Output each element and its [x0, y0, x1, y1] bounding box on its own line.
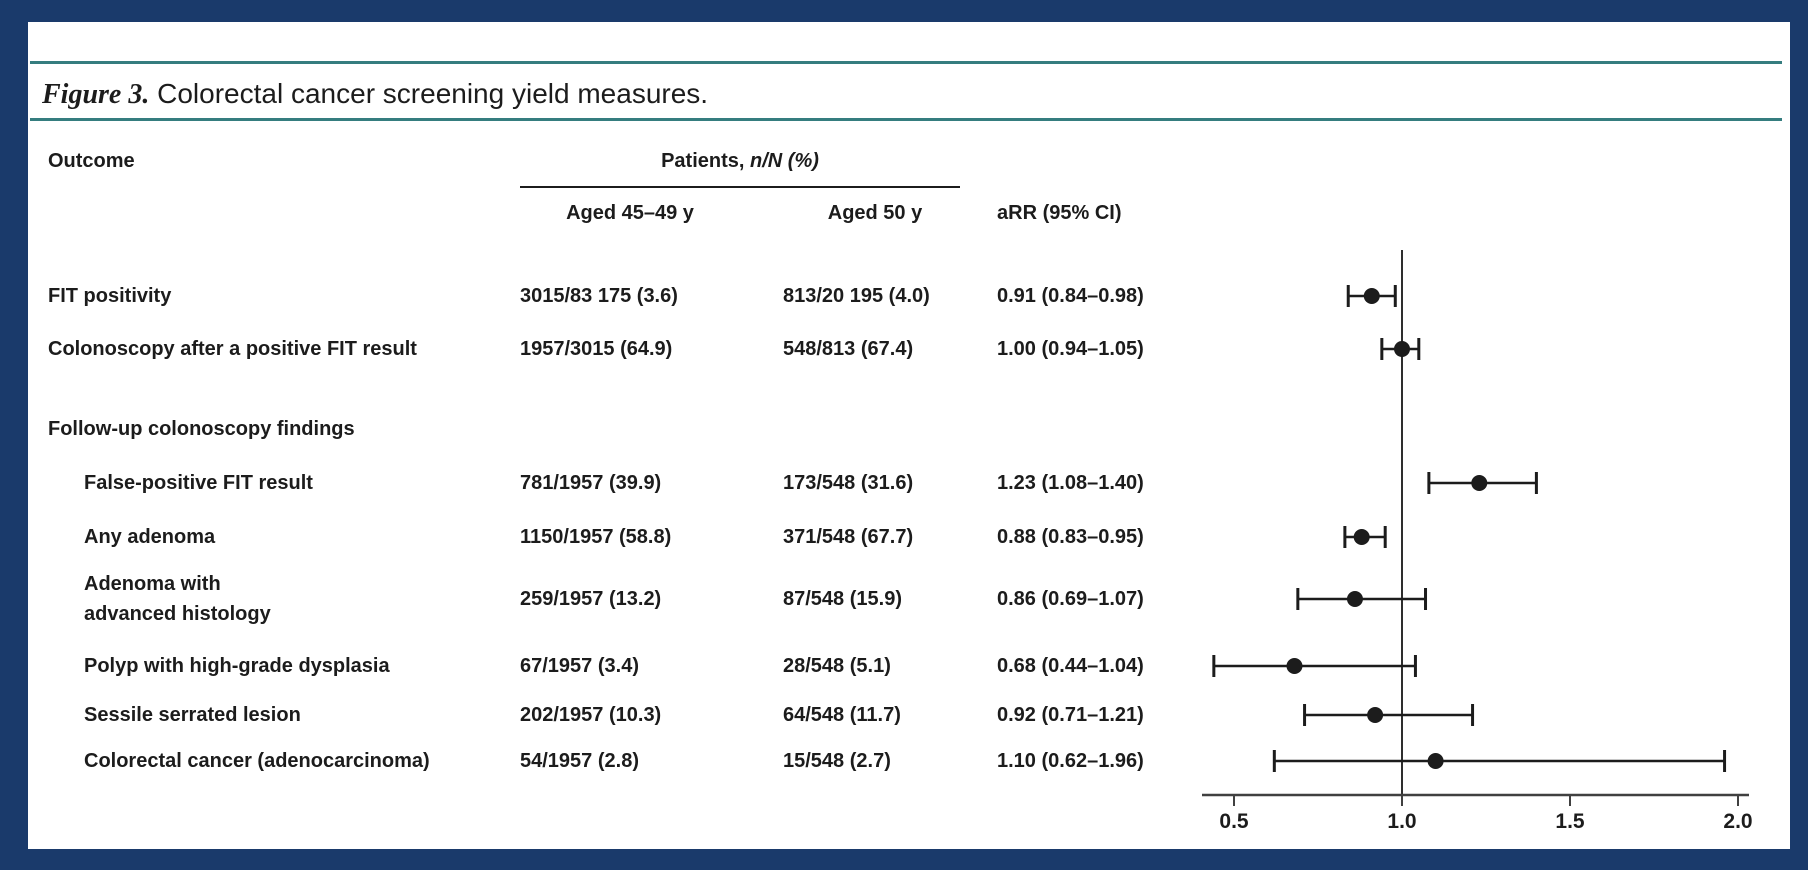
arr-ci-value: 0.88 (0.83–0.95) [997, 526, 1144, 548]
outcome-label: Adenoma with advanced histology [84, 573, 271, 625]
point-estimate-marker [1394, 341, 1410, 357]
aged-45-49-value: 781/1957 (39.9) [520, 472, 662, 494]
table-row: Any adenoma 1150/1957 (58.8) 371/548 (67.7… [0, 522, 1808, 552]
x-axis-tick-label: 1.5 [1555, 810, 1585, 833]
patients-header-rule [520, 186, 960, 188]
arr-ci-value: 0.68 (0.44–1.04) [997, 655, 1144, 677]
table-row: Sessile serrated lesion 202/1957 (10.3) 64… [0, 700, 1808, 730]
x-axis-tick-label: 1.0 [1387, 810, 1416, 833]
outcome-label: Colonoscopy after a positive FIT result [48, 338, 417, 360]
aged-45-49-value: 54/1957 (2.8) [520, 750, 639, 772]
outcome-label: Colorectal cancer (adenocarcinoma) [84, 750, 430, 772]
aged-45-49-value: 1150/1957 (58.8) [520, 526, 672, 548]
aged-50-value: 548/813 (67.4) [783, 338, 914, 360]
aged-45-49-column-header: Aged 45–49 y [566, 202, 694, 224]
point-estimate-marker [1363, 288, 1380, 304]
x-axis-tick-label: 0.5 [1219, 810, 1249, 833]
outcome-label: False-positive FIT result [84, 472, 313, 494]
outcome-label: Any adenoma [84, 526, 216, 548]
aged-50-value: 173/548 (31.6) [783, 472, 914, 494]
aged-50-value: 87/548 (15.9) [783, 588, 902, 610]
top-teal-rule [30, 61, 1782, 64]
figure-title: Figure 3. Colorectal cancer screening yi… [42, 78, 708, 111]
arr-ci-value: 0.91 (0.84–0.98) [997, 285, 1144, 307]
table-row: Polyp with high-grade dysplasia 67/1957 (… [0, 651, 1808, 681]
table-row: Colorectal cancer (adenocarcinoma) 54/195… [0, 746, 1808, 776]
arr-ci-value: 1.00 (0.94–1.05) [997, 338, 1144, 360]
arr-column-header: aRR (95% CI) [997, 202, 1122, 224]
figure-title-text: Colorectal cancer screening yield measur… [157, 78, 709, 109]
table-row: Adenoma with advanced histology 259/1957 … [0, 573, 1808, 625]
point-estimate-marker [1346, 591, 1363, 607]
aged-45-49-value: 67/1957 (3.4) [520, 655, 639, 677]
aged-45-49-value: 259/1957 (13.2) [520, 588, 662, 610]
table-row: Colonoscopy after a positive FIT result 1… [0, 334, 1808, 364]
aged-45-49-value: 202/1957 (10.3) [520, 704, 662, 726]
point-estimate-marker [1286, 658, 1303, 674]
arr-ci-value: 0.86 (0.69–1.07) [997, 588, 1144, 610]
aged-50-value: 64/548 (11.7) [783, 704, 901, 726]
arr-ci-value: 1.23 (1.08–1.40) [997, 472, 1144, 494]
outcome-label: Follow-up colonoscopy findings [48, 418, 355, 440]
point-estimate-marker [1353, 529, 1370, 545]
figure-panel [28, 22, 1790, 849]
bottom-teal-rule [30, 118, 1782, 121]
patients-header-nn: n/N (%) [750, 150, 819, 172]
outcome-label: Polyp with high-grade dysplasia [84, 655, 390, 677]
aged-50-value: 371/548 (67.7) [783, 526, 914, 548]
outcome-label: FIT positivity [48, 285, 172, 307]
patients-group-header: Patients, n/N (%) [520, 150, 960, 173]
outcome-label: Sessile serrated lesion [84, 704, 301, 726]
arr-ci-value: 0.92 (0.71–1.21) [997, 704, 1144, 726]
aged-45-49-value: 1957/3015 (64.9) [520, 338, 673, 360]
table-row: False-positive FIT result 781/1957 (39.9)… [0, 468, 1808, 498]
aged-50-column-header: Aged 50 y [827, 202, 923, 224]
patients-header-prefix: Patients, [661, 150, 751, 172]
outcome-column-header: Outcome [48, 150, 135, 172]
point-estimate-marker [1427, 753, 1444, 769]
aged-50-value: 15/548 (2.7) [783, 750, 891, 772]
section-header-row: Follow-up colonoscopy findings [0, 414, 1808, 444]
point-estimate-marker [1471, 475, 1488, 491]
aged-45-49-value: 3015/83 175 (3.6) [520, 285, 678, 307]
aged-50-value: 28/548 (5.1) [783, 655, 891, 677]
figure-number-label: Figure 3. [42, 79, 150, 110]
point-estimate-marker [1367, 707, 1384, 723]
arr-ci-value: 1.10 (0.62–1.96) [997, 750, 1144, 772]
x-axis-tick-label: 2.0 [1723, 810, 1752, 833]
aged-50-value: 813/20 195 (4.0) [783, 285, 930, 307]
table-row: FIT positivity 3015/83 175 (3.6) 813/20 19… [0, 281, 1808, 311]
